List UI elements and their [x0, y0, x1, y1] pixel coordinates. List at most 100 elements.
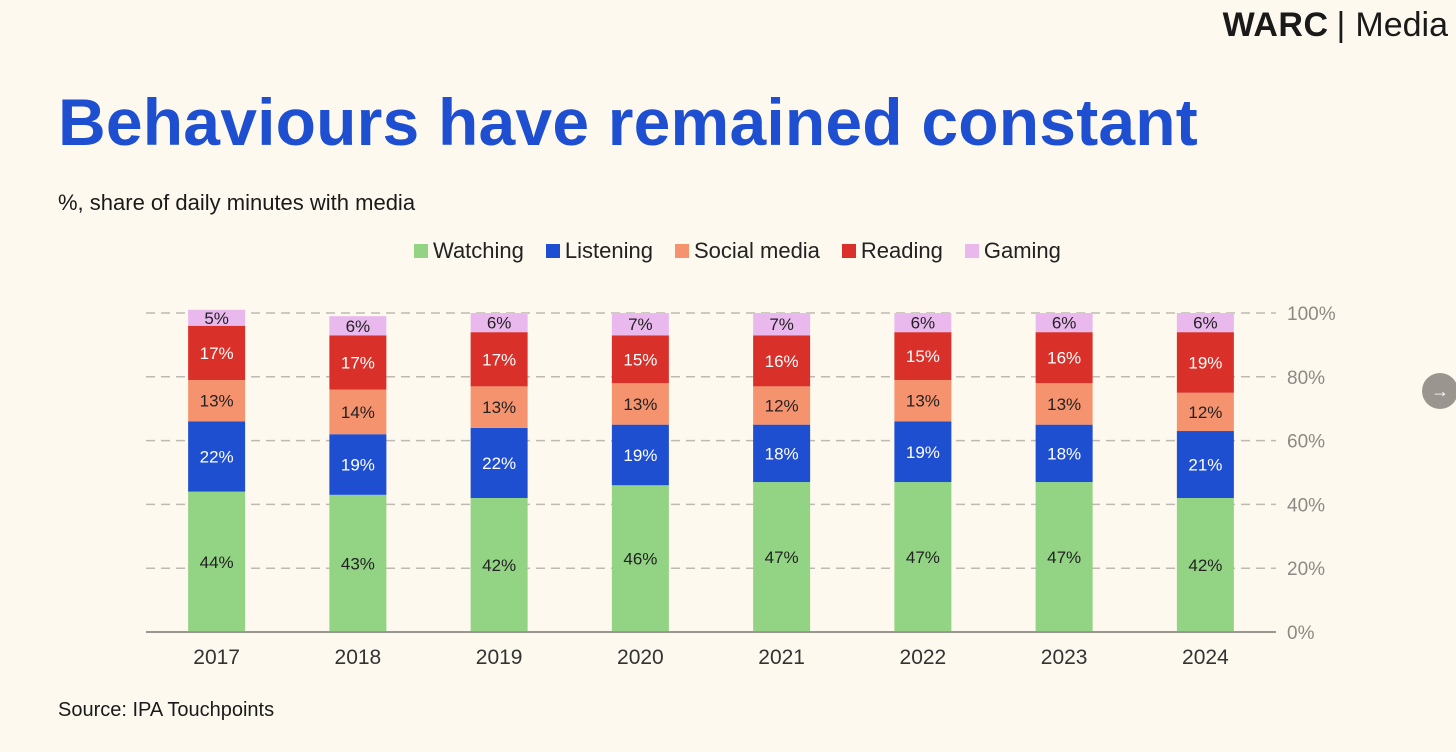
bar-segment-gaming [894, 313, 952, 333]
legend-swatch-listening [545, 244, 560, 258]
bar-segment-reading [188, 325, 246, 380]
bar-segment-gaming [1035, 313, 1093, 333]
legend-swatch-watching [414, 244, 428, 258]
data-label: 16% [1047, 349, 1081, 368]
legend-item-watching: Watching [414, 238, 524, 264]
data-label: 42% [1188, 556, 1222, 575]
bar-segment-reading [753, 335, 811, 387]
bar-segment-watching [894, 482, 952, 632]
bar-segment-reading [329, 335, 387, 390]
data-label: 47% [765, 548, 799, 567]
x-tick-label: 2019 [476, 646, 523, 669]
data-label: 15% [623, 350, 657, 369]
data-label: 47% [1047, 548, 1081, 567]
data-label: 43% [341, 554, 375, 573]
bar-segment-gaming [611, 313, 669, 336]
bar-segment-social-media [753, 386, 811, 425]
data-label: 12% [765, 397, 799, 416]
bar-segment-gaming [188, 309, 246, 326]
source-note: Source: IPA Touchpoints [58, 699, 275, 721]
page-title: Behaviours have remained constant [58, 85, 1198, 159]
data-label: 18% [1047, 444, 1081, 463]
bar-segment-listening [1035, 424, 1093, 483]
bar-segment-watching [470, 498, 528, 632]
arrow-right-icon: → [1431, 380, 1449, 401]
bar-segment-listening [329, 434, 387, 495]
data-label: 6% [346, 317, 371, 336]
bar-segment-social-media [1035, 383, 1093, 425]
chart-legend: Watching Listening Social media Reading … [414, 236, 1061, 266]
bar-segment-watching [329, 494, 387, 632]
bar-segment-social-media [611, 383, 669, 425]
legend-item-social-media: Social media [674, 238, 820, 264]
bar-segment-listening [894, 421, 952, 483]
bar-segment-listening [1176, 431, 1234, 499]
bar-segment-gaming [329, 316, 387, 336]
data-label: 17% [482, 350, 516, 369]
y-tick-label: 100% [1287, 304, 1336, 325]
x-tick-label: 2020 [617, 646, 664, 669]
y-tick-label: 40% [1287, 495, 1325, 516]
legend-label-social-media: Social media [693, 238, 820, 263]
bar-segment-reading [611, 335, 669, 384]
data-label: 19% [906, 443, 940, 462]
data-label: 13% [906, 392, 940, 411]
data-label: 47% [906, 548, 940, 567]
data-label: 14% [341, 403, 375, 422]
data-label: 6% [1052, 314, 1077, 333]
bar-segment-watching [611, 485, 669, 632]
next-slide-button[interactable]: → [1422, 373, 1456, 409]
legend-item-reading: Reading [841, 238, 943, 264]
bar-segment-reading [1176, 332, 1234, 393]
x-tick-label: 2017 [193, 646, 240, 669]
legend-label-listening: Listening [564, 238, 653, 263]
y-tick-label: 80% [1287, 368, 1325, 389]
bar-segment-social-media [470, 386, 528, 428]
data-label: 13% [200, 392, 234, 411]
legend-item-listening: Listening [545, 238, 653, 264]
bar-segment-listening [753, 424, 811, 483]
legend-item-gaming: Gaming [964, 238, 1061, 264]
data-label: 5% [204, 309, 229, 328]
brand-suffix: Media [1355, 6, 1448, 44]
x-tick-label: 2018 [335, 646, 382, 669]
legend-swatch-gaming [964, 244, 979, 258]
bar-segment-gaming [470, 313, 528, 333]
y-tick-label: 0% [1287, 623, 1315, 644]
brand-logo: WARC | Media [1223, 6, 1448, 45]
data-label: 6% [1193, 314, 1218, 333]
data-label: 17% [200, 344, 234, 363]
data-label: 46% [623, 550, 657, 569]
bar-segment-gaming [753, 313, 811, 336]
bar-segment-watching [188, 491, 246, 632]
bar-segment-gaming [1176, 313, 1234, 333]
bar-segment-watching [753, 482, 811, 632]
data-label: 7% [769, 315, 794, 334]
data-label: 6% [911, 314, 936, 333]
bar-segment-watching [1035, 482, 1093, 632]
legend-label-watching: Watching [433, 238, 524, 263]
data-label: 16% [765, 352, 799, 371]
bar-segment-social-media [329, 389, 387, 435]
bar-segment-listening [188, 421, 246, 492]
data-label: 21% [1188, 456, 1222, 475]
y-tick-label: 60% [1287, 432, 1325, 453]
x-tick-label: 2021 [758, 646, 805, 669]
data-label: 6% [487, 314, 512, 333]
data-label: 18% [765, 444, 799, 463]
data-label: 19% [623, 446, 657, 465]
legend-label-reading: Reading [860, 238, 943, 263]
data-label: 42% [482, 556, 516, 575]
brand-separator: | [1336, 6, 1346, 44]
data-label: 13% [482, 398, 516, 417]
chart-subtitle: %, share of daily minutes with media [58, 190, 416, 215]
data-label: 13% [1047, 395, 1081, 414]
x-tick-label: 2023 [1041, 646, 1088, 669]
bar-segment-social-media [188, 379, 246, 422]
data-label: 22% [200, 448, 234, 467]
bar-segment-social-media [1176, 392, 1234, 432]
x-tick-label: 2024 [1182, 646, 1229, 669]
data-label: 19% [341, 456, 375, 475]
data-label: 17% [341, 353, 375, 372]
